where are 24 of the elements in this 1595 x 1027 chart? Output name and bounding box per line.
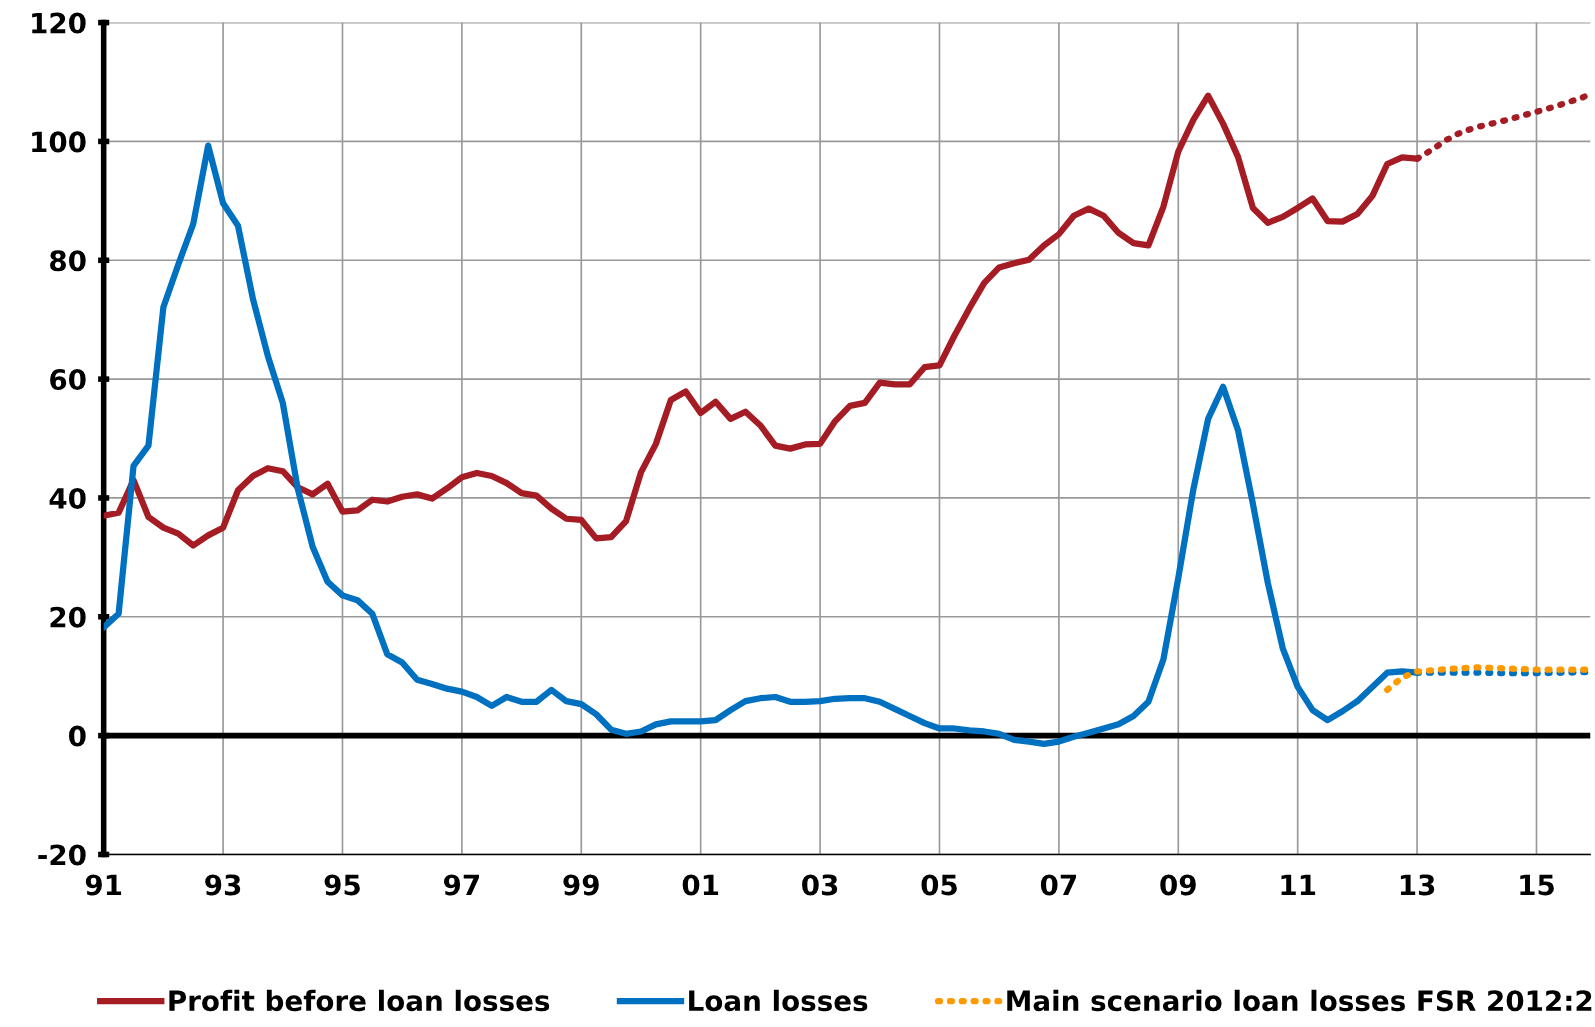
y-tick-label: 60 bbox=[50, 369, 86, 391]
y-tick-label: 80 bbox=[50, 250, 86, 272]
x-tick-label: 03 bbox=[802, 874, 838, 896]
x-tick-label: 97 bbox=[443, 874, 479, 896]
x-tick-label: 93 bbox=[205, 874, 241, 896]
y-tick-label: 100 bbox=[32, 131, 86, 153]
x-tick-label: 09 bbox=[1160, 874, 1196, 896]
y-tick-label: 20 bbox=[50, 606, 86, 628]
x-tick-label: 95 bbox=[324, 874, 360, 896]
y-tick-label: 40 bbox=[49, 487, 86, 509]
x-tick-label: 01 bbox=[682, 874, 719, 896]
x-tick-label: 13 bbox=[1400, 874, 1435, 896]
y-tick-label: -20 bbox=[38, 844, 86, 866]
legend-label: Loan losses bbox=[689, 989, 868, 1012]
x-tick-label: 99 bbox=[563, 874, 599, 896]
x-tick-label: 07 bbox=[1040, 874, 1076, 896]
y-tick-label: 120 bbox=[32, 12, 86, 34]
x-tick-label: 15 bbox=[1520, 874, 1554, 896]
x-tick-label: 91 bbox=[85, 874, 122, 896]
x-tick-label: 11 bbox=[1281, 874, 1316, 896]
x-tick-label: 05 bbox=[921, 874, 957, 896]
legend-label: Main scenario loan losses FSR 2012:2 bbox=[1007, 989, 1592, 1012]
y-tick-label: 0 bbox=[69, 725, 86, 747]
legend-label: Profit before loan losses bbox=[169, 989, 550, 1012]
